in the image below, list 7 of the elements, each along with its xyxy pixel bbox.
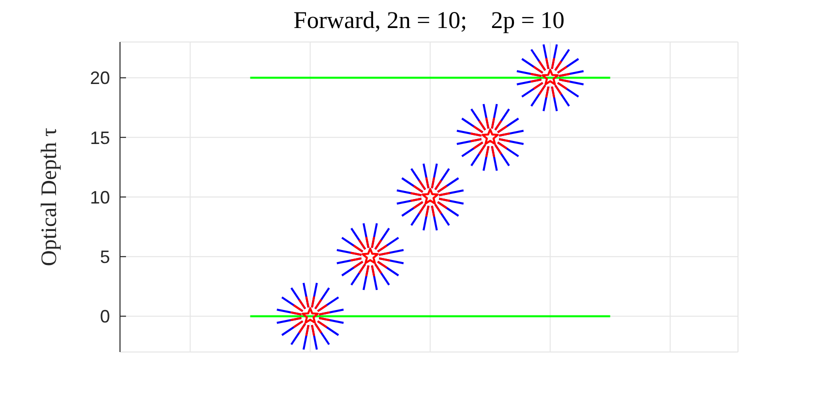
y-tick-label: 5	[100, 247, 110, 268]
chart-title: Forward, 2n = 10; 2p = 10	[292, 8, 566, 35]
y-tick-label: 15	[90, 128, 110, 148]
y-tick-label: 10	[90, 187, 110, 208]
y-tick-label: 20	[90, 68, 110, 88]
y-axis-title: Optical Depth τ	[36, 128, 61, 266]
y-tick-label: 0	[100, 306, 110, 327]
